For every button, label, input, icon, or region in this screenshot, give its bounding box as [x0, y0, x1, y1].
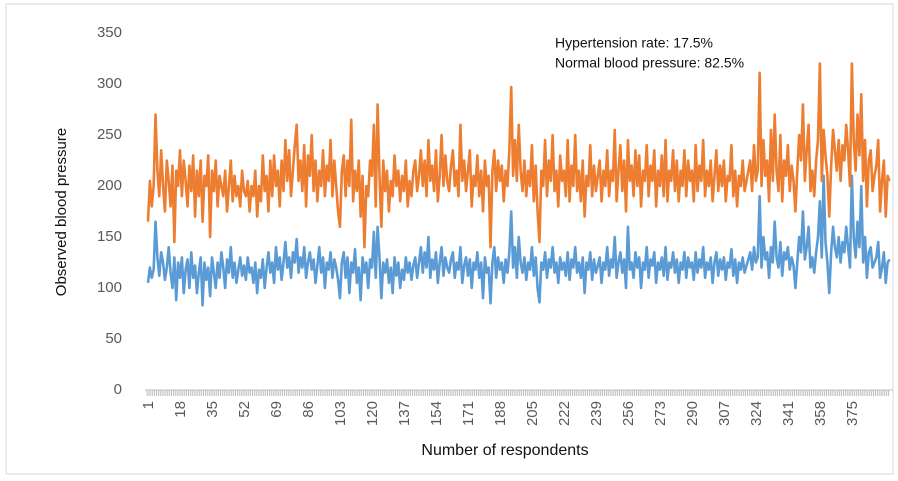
y-tick-label: 0 — [114, 381, 122, 398]
x-tick-label: 1 — [140, 401, 157, 409]
annotation: Normal blood pressure: 82.5% — [555, 55, 744, 71]
x-tick-label: 171 — [460, 401, 477, 426]
x-tick-label: 52 — [236, 401, 253, 418]
y-tick-label: 300 — [97, 75, 122, 92]
x-tick-label: 273 — [652, 401, 669, 426]
series-line — [146, 62, 891, 249]
y-tick-label: 350 — [97, 24, 122, 41]
x-tick-label: 222 — [556, 401, 573, 426]
x-tick-label: 188 — [492, 401, 509, 426]
x-tick-label: 307 — [716, 401, 733, 426]
x-tick-label: 341 — [780, 401, 797, 426]
y-tick-label: 150 — [97, 228, 122, 245]
x-tick-label: 154 — [428, 401, 445, 426]
x-tick-label: 137 — [396, 401, 413, 426]
x-tick-label: 18 — [172, 401, 189, 418]
y-tick-label: 200 — [97, 177, 122, 194]
chart-border — [5, 3, 894, 475]
x-tick-label: 375 — [844, 401, 861, 426]
x-tick-label: 256 — [620, 401, 637, 426]
x-tick-label: 120 — [364, 401, 381, 426]
y-tick-label: 250 — [97, 126, 122, 143]
x-axis-title: Number of respondents — [421, 442, 588, 459]
x-tick-label: 290 — [684, 401, 701, 426]
series-line — [146, 174, 891, 307]
y-tick-label: 100 — [97, 279, 122, 296]
x-tick-label: 205 — [524, 401, 541, 426]
y-tick-label: 50 — [105, 330, 122, 347]
x-tick-label: 239 — [588, 401, 605, 426]
y-axis-title: Observed blood pressure — [53, 128, 70, 296]
x-tick-label: 69 — [268, 401, 285, 418]
x-tick-label: 358 — [812, 401, 829, 426]
x-tick-label: 103 — [332, 401, 349, 426]
x-tick-label: 35 — [204, 401, 221, 418]
annotation: Hypertension rate: 17.5% — [555, 35, 713, 51]
x-tick-label: 86 — [300, 401, 317, 418]
x-tick-label: 324 — [748, 401, 765, 426]
